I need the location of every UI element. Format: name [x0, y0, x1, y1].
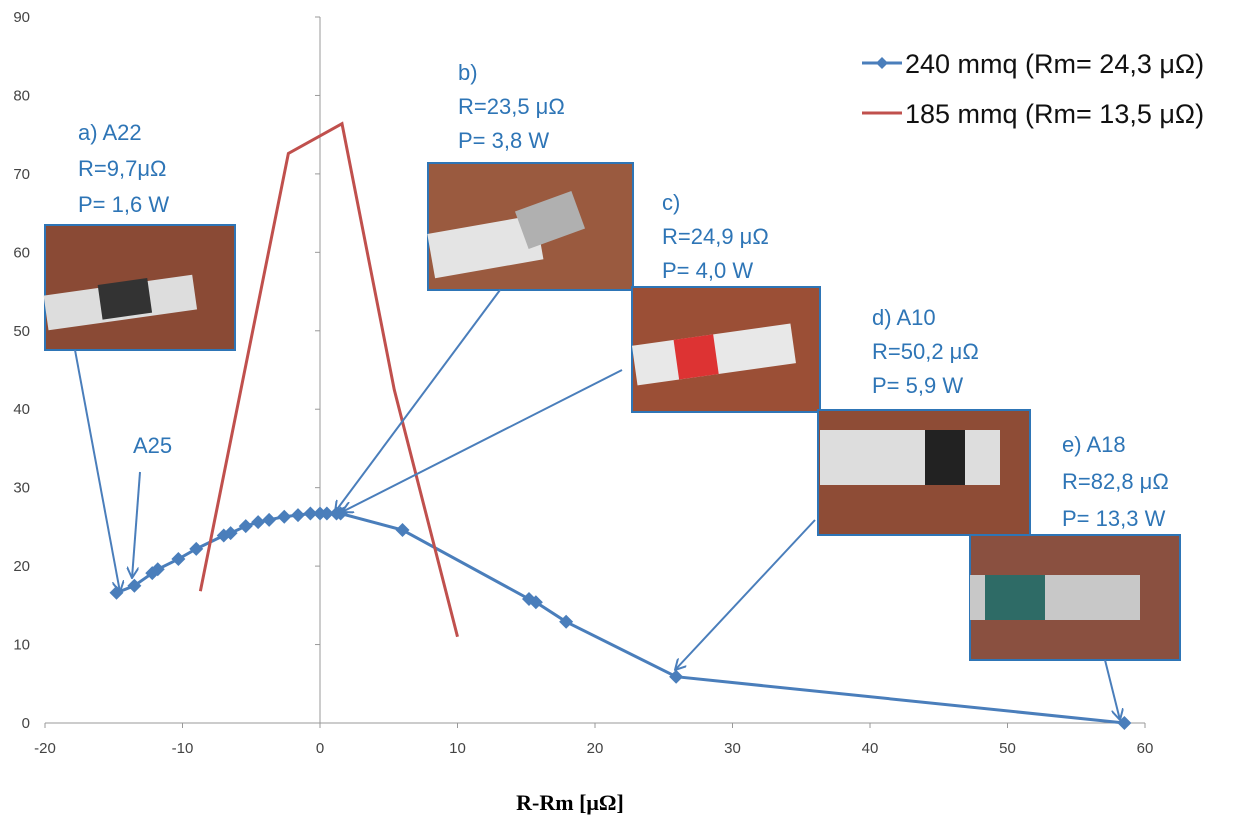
marker	[251, 515, 265, 529]
photo	[44, 225, 235, 350]
marker	[876, 57, 888, 69]
annotation: R=82,8 μΩ	[1062, 469, 1169, 494]
photo	[970, 535, 1180, 660]
marker	[110, 586, 124, 600]
legend-label: 240 mmq (Rm= 24,3 μΩ)	[905, 49, 1204, 79]
marker	[189, 542, 203, 556]
photo	[427, 163, 633, 290]
annotation: d) A10	[872, 305, 936, 330]
marker	[262, 513, 276, 527]
x-tick-label: 40	[862, 740, 879, 757]
annotation: P= 4,0 W	[662, 258, 753, 283]
legend-label: 185 mmq (Rm= 13,5 μΩ)	[905, 99, 1204, 129]
x-axis-label: R-Rm [μΩ]	[516, 790, 624, 815]
annotation: P= 5,9 W	[872, 373, 963, 398]
marker	[277, 510, 291, 524]
annotation: P= 3,8 W	[458, 128, 549, 153]
series-line	[200, 124, 457, 637]
annotation: P= 1,6 W	[78, 192, 169, 217]
x-tick-label: 10	[449, 740, 466, 757]
marker	[291, 508, 305, 522]
x-tick-label: 30	[724, 740, 741, 757]
x-tick-label: -20	[34, 740, 56, 757]
x-tick-label: 0	[316, 740, 324, 757]
arrow	[342, 370, 622, 512]
photo	[818, 410, 1030, 535]
annotation: a) A22	[78, 120, 142, 145]
y-tick-label: 40	[13, 401, 30, 418]
annotation: R=50,2 μΩ	[872, 339, 979, 364]
y-tick-label: 80	[13, 87, 30, 104]
annotation: A25	[133, 433, 172, 458]
photo	[632, 287, 820, 412]
marker	[171, 552, 185, 566]
x-tick-label: 20	[587, 740, 604, 757]
y-tick-label: 30	[13, 480, 30, 497]
y-tick-label: 10	[13, 637, 30, 654]
photos	[44, 163, 1180, 660]
marker	[669, 670, 683, 684]
annotation: c)	[662, 190, 680, 215]
marker	[239, 519, 253, 533]
y-tick-label: 70	[13, 166, 30, 183]
y-tick-label: 0	[22, 715, 30, 732]
arrow	[75, 350, 120, 592]
y-tick-label: 60	[13, 244, 30, 261]
annotation: R=24,9 μΩ	[662, 224, 769, 249]
annotation: b)	[458, 60, 478, 85]
annotation: R=23,5 μΩ	[458, 94, 565, 119]
arrow	[132, 472, 140, 578]
annotation: P= 13,3 W	[1062, 506, 1166, 531]
annotation: e) A18	[1062, 432, 1126, 457]
x-tick-label: 60	[1137, 740, 1154, 757]
y-tick-label: 50	[13, 323, 30, 340]
annotation: R=9,7μΩ	[78, 156, 166, 181]
marker	[396, 523, 410, 537]
y-tick-label: 90	[13, 9, 30, 26]
arrow	[1105, 660, 1120, 720]
y-tick-label: 20	[13, 558, 30, 575]
x-tick-label: -10	[172, 740, 194, 757]
x-tick-label: 50	[999, 740, 1016, 757]
arrow	[675, 520, 815, 670]
chart: -20 -10 0 10 20 30 40 50 60 0 10 20 30 40 50 60 70 80 90 R…	[0, 0, 1239, 819]
